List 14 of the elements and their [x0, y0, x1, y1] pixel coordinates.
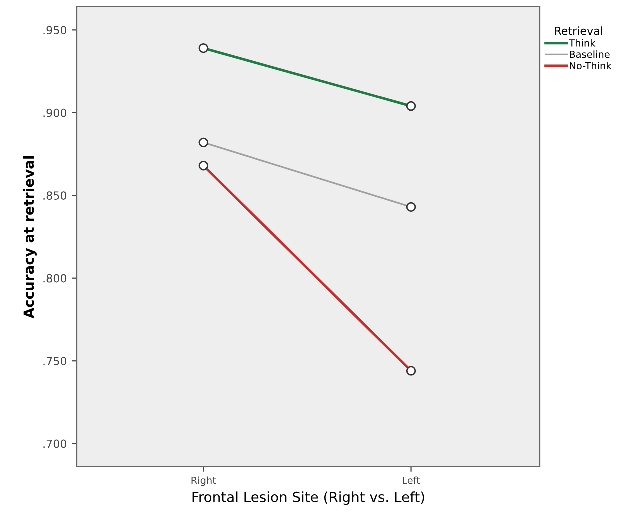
y-tick-label: .800	[44, 274, 67, 283]
x-axis-title: Frontal Lesion Site (Right vs. Left)	[192, 492, 424, 506]
legend-title: Retrieval	[555, 26, 602, 36]
legend-label: Baseline	[570, 50, 610, 58]
y-tick-label: .700	[44, 440, 67, 448]
legend-label: Think	[569, 39, 596, 47]
y-tick-label: .750	[44, 357, 67, 366]
y-tick-label: .950	[44, 26, 67, 35]
y-tick-label: .900	[44, 108, 67, 118]
x-tick-label: Right	[192, 476, 216, 486]
y-axis-title: Accuracy at retrieval	[23, 156, 37, 319]
y-tick-label: .850	[44, 192, 67, 200]
x-tick-label: Left	[403, 476, 420, 484]
legend-label: No-Think	[570, 62, 612, 70]
